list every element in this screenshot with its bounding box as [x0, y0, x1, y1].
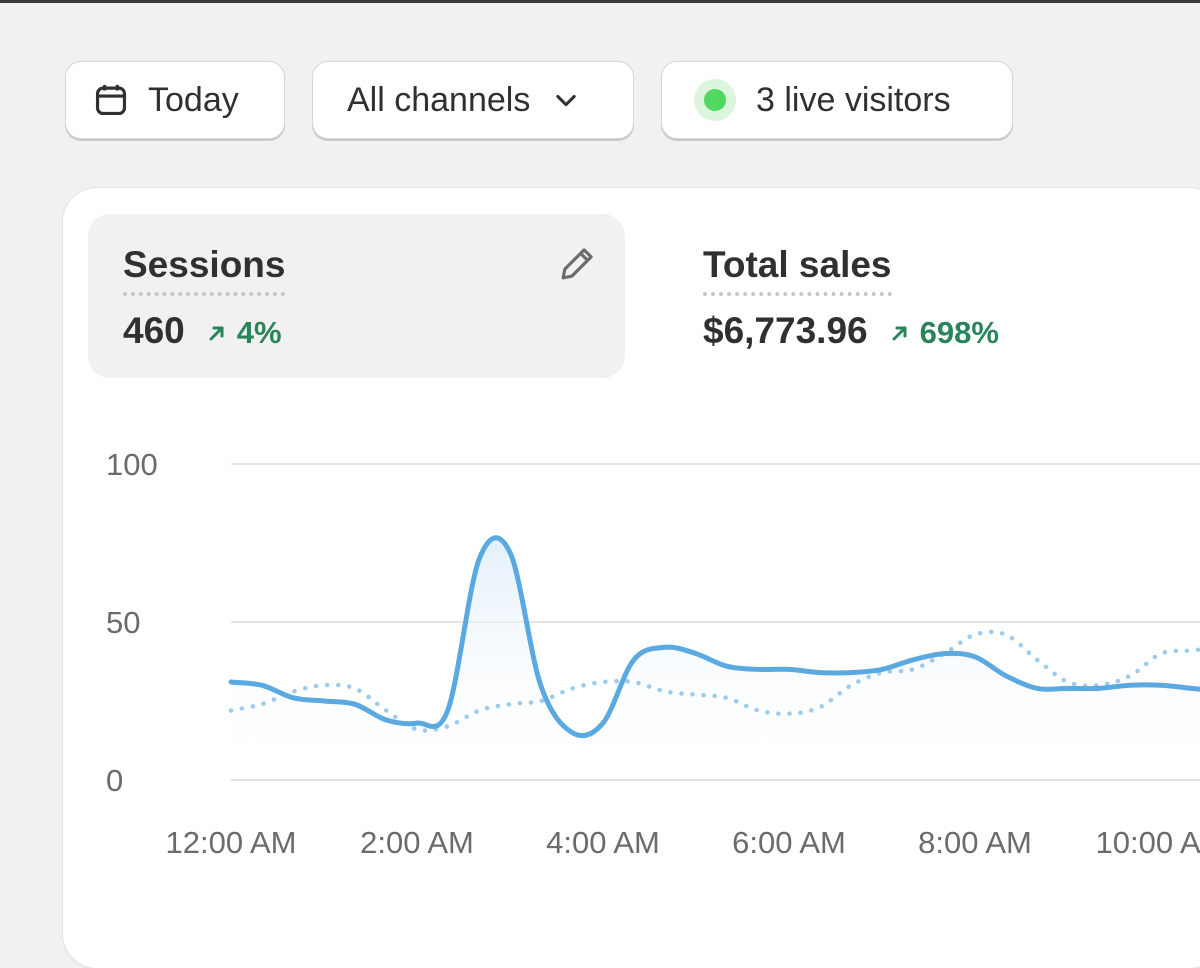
metric-change-sessions-value: 4% [236, 315, 282, 350]
x-axis-tick-label: 8:00 AM [918, 825, 1032, 860]
x-axis-tick-label: 4:00 AM [546, 825, 660, 860]
channel-filter-dropdown[interactable]: All channels [312, 61, 634, 139]
y-axis-tick-label: 100 [106, 447, 158, 482]
metric-change-sessions: 4% [207, 315, 282, 351]
chevron-down-icon [552, 86, 580, 114]
metric-tile-sessions[interactable]: Sessions 460 4% [88, 214, 625, 378]
live-visitors-button[interactable]: 3 live visitors [661, 61, 1013, 139]
live-visitors-label: 3 live visitors [756, 80, 951, 119]
x-axis-tick-label: 12:00 AM [166, 825, 297, 860]
metric-label-total-sales[interactable]: Total sales [703, 244, 892, 296]
date-range-label: Today [148, 80, 239, 119]
series-current-line [228, 535, 1200, 739]
date-range-button[interactable]: Today [65, 61, 285, 139]
metric-change-total-sales: 698% [890, 315, 999, 351]
arrow-up-right-icon [207, 315, 227, 351]
window-top-border [0, 0, 1200, 3]
x-axis-tick-label: 10:00 AM [1096, 825, 1200, 860]
metric-label-sessions[interactable]: Sessions [123, 244, 286, 296]
y-axis-tick-label: 0 [106, 763, 123, 798]
live-status-dot [694, 79, 736, 121]
arrow-up-right-icon [890, 315, 910, 351]
calendar-icon [92, 81, 130, 119]
series-current-area [231, 537, 1200, 780]
metric-value-sessions: 460 [123, 310, 185, 351]
x-axis-tick-label: 2:00 AM [360, 825, 474, 860]
sessions-line-chart[interactable]: 100 50 0 12:00 AM 2:00 AM 4:00 AM 6:00 AM 8:00 … [63, 188, 1200, 925]
metric-change-total-sales-value: 698% [919, 315, 999, 350]
analytics-card: Sessions 460 4% Total sales $6,7 [63, 188, 1200, 968]
channel-filter-label: All channels [347, 80, 531, 119]
metric-value-total-sales: $6,773.96 [703, 310, 868, 351]
y-axis-tick-label: 50 [106, 605, 140, 640]
metric-tile-total-sales[interactable]: Total sales $6,773.96 698% [668, 214, 1168, 378]
pencil-icon[interactable] [557, 242, 599, 289]
x-axis-tick-label: 6:00 AM [732, 825, 846, 860]
series-previous-line [228, 629, 1200, 733]
